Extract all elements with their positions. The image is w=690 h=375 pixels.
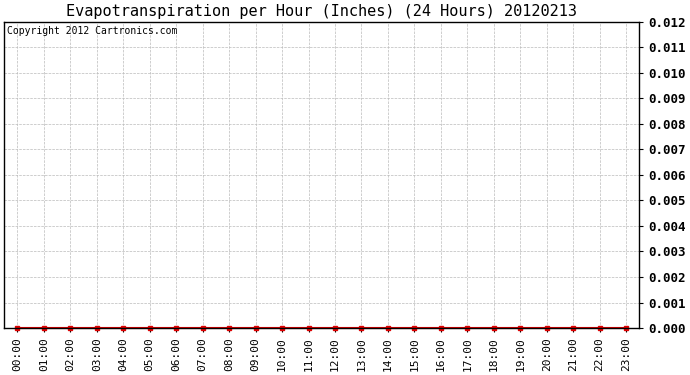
Text: Copyright 2012 Cartronics.com: Copyright 2012 Cartronics.com	[8, 26, 178, 36]
Title: Evapotranspiration per Hour (Inches) (24 Hours) 20120213: Evapotranspiration per Hour (Inches) (24…	[66, 4, 578, 19]
